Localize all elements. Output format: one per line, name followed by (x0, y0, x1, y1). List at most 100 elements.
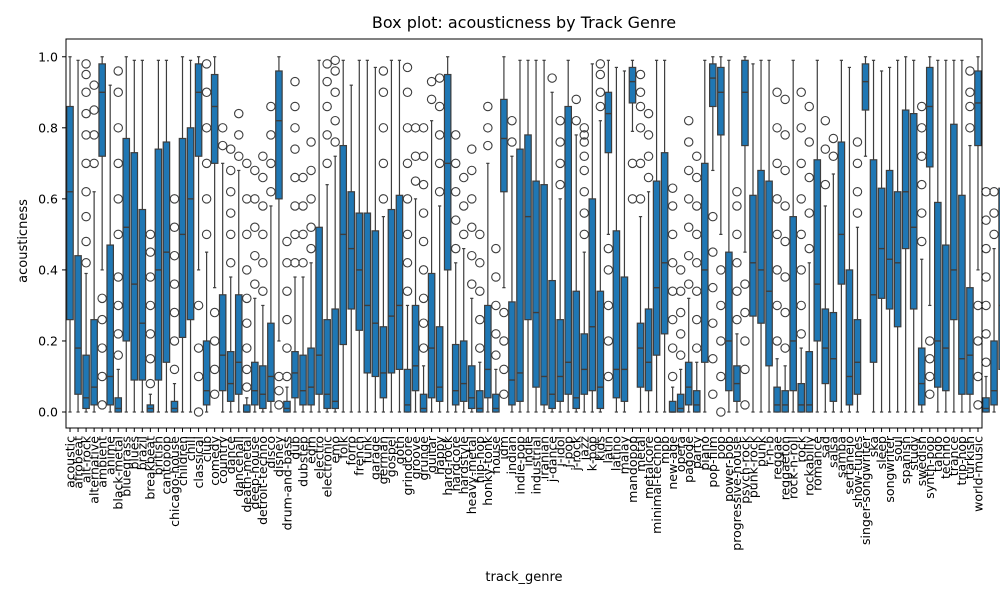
box (403, 368, 412, 413)
outlier-point (643, 108, 654, 119)
box-group (861, 56, 870, 157)
box (484, 304, 492, 399)
x-tick-label: grunge (416, 436, 431, 481)
box (307, 347, 315, 406)
outlier-point (169, 194, 180, 204)
outlier-point (675, 350, 686, 360)
box (644, 308, 653, 392)
box-group (138, 59, 147, 413)
box (508, 301, 516, 406)
box (789, 216, 797, 392)
box-group (757, 59, 765, 413)
outlier-point (225, 165, 236, 176)
outlier-point (330, 137, 340, 147)
outlier-point (716, 407, 726, 417)
outlier-point (290, 144, 300, 154)
outlier-point (217, 123, 228, 133)
outlier-point (81, 187, 91, 197)
box (604, 91, 613, 154)
outlier-point (89, 80, 99, 90)
box (379, 326, 388, 399)
outlier-point (852, 158, 863, 169)
box (805, 351, 814, 413)
x-tick-label: metal (633, 436, 648, 472)
outlier-point (450, 215, 461, 225)
box-group (178, 56, 187, 413)
x-tick-label: minimal-techno (649, 436, 664, 534)
x-tick-label: ambient (94, 436, 109, 488)
x-tick-label: new-age (665, 436, 680, 490)
outlier-point (250, 279, 260, 289)
box-group (209, 56, 220, 400)
outlier-point (740, 307, 750, 318)
outlier-point (418, 293, 429, 304)
outlier-point (330, 55, 340, 66)
box (202, 340, 211, 406)
box (837, 141, 846, 285)
box (990, 340, 998, 406)
box (451, 343, 460, 406)
box-group (564, 59, 573, 413)
box-group (852, 137, 863, 413)
outlier-point (643, 172, 654, 183)
box-group (789, 59, 797, 413)
y-tick-label: 0.4 (38, 262, 58, 277)
outlier-point (643, 151, 654, 161)
outlier-point (209, 364, 220, 375)
box-group (683, 115, 694, 413)
box (363, 212, 372, 374)
outlier-point (145, 378, 156, 389)
outlier-point (916, 151, 927, 161)
outlier-point (169, 279, 180, 289)
chart-title: Box plot: acousticness by Track Genre (372, 13, 676, 32)
box (347, 191, 356, 310)
outlier-point (201, 87, 212, 98)
x-tick-label: dub (287, 436, 302, 460)
box (548, 279, 556, 410)
box-group (909, 59, 918, 413)
box (122, 137, 131, 342)
x-tick-label: edm (303, 436, 318, 464)
outlier-point (402, 286, 413, 296)
box-group (532, 59, 540, 413)
box-group (780, 94, 790, 413)
box-group (643, 108, 654, 413)
x-tick-label: tango (930, 436, 945, 472)
x-tick-label: hard-rock (440, 435, 455, 495)
box-group (612, 66, 621, 413)
outlier-point (322, 76, 332, 87)
box (950, 123, 958, 321)
box-group (475, 229, 485, 413)
outlier-point (772, 229, 782, 240)
box (572, 290, 581, 410)
outlier-point (635, 123, 646, 133)
box (966, 287, 974, 395)
outlier-point (716, 371, 726, 382)
outlier-point (483, 140, 493, 151)
outlier-point (81, 211, 91, 222)
outlier-point (434, 187, 445, 197)
box (186, 127, 195, 321)
box-group (250, 165, 260, 413)
box (652, 180, 661, 356)
box-group (989, 187, 999, 413)
outlier-point (708, 247, 718, 257)
x-tick-label: breakbeat (143, 436, 158, 500)
outlier-point (250, 194, 260, 204)
box-group (725, 59, 733, 413)
x-tick-label: dance (223, 436, 238, 474)
outlier-point (169, 250, 180, 261)
box (66, 105, 74, 321)
outlier-point (402, 229, 413, 240)
outlier-point (193, 343, 204, 353)
box-group (467, 144, 477, 413)
box (893, 191, 902, 328)
outlier-point (491, 272, 501, 282)
box (355, 212, 364, 331)
box-group (620, 70, 629, 413)
outlier-point (306, 222, 316, 233)
outlier-point (828, 151, 839, 161)
outlier-point (804, 243, 814, 254)
outlier-point (708, 211, 718, 222)
